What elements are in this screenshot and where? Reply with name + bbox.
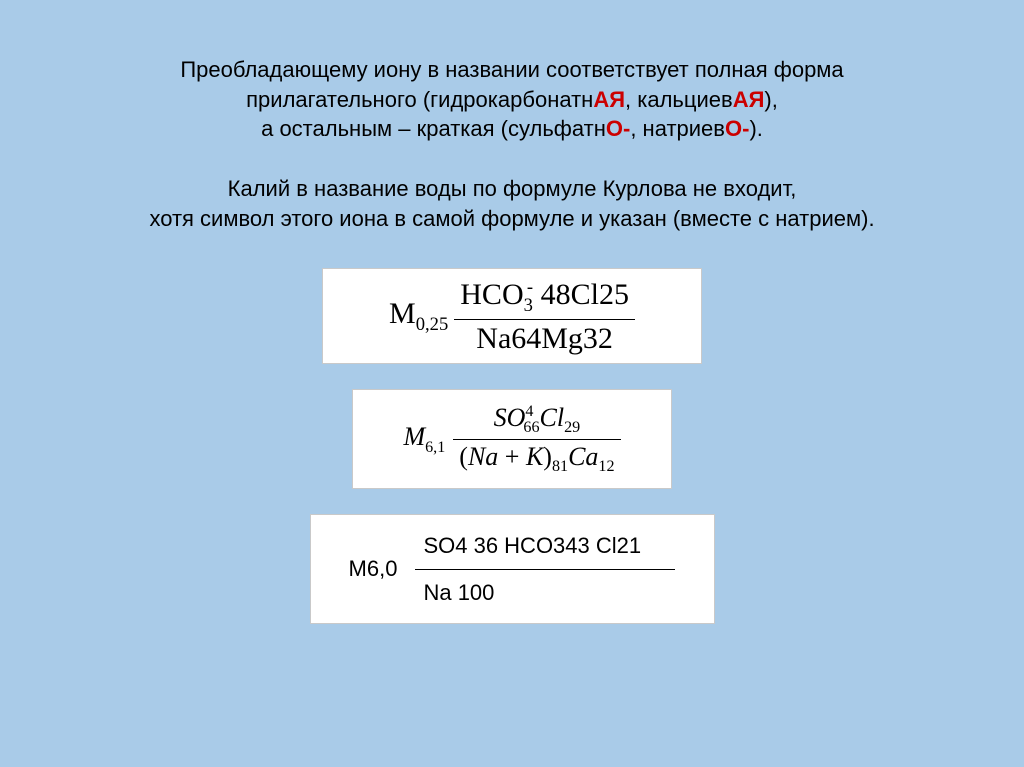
intro-paragraph-2: Калий в название воды по формуле Курлова… bbox=[0, 174, 1024, 233]
intro-line2a: прилагательного (гидрокарбонатн bbox=[246, 87, 593, 112]
f2-numerator: SO466Cl29 bbox=[453, 403, 620, 439]
f2-den-open: ( bbox=[459, 442, 468, 471]
f2-den-plus: + bbox=[498, 442, 526, 471]
f2-num-Cl: Cl bbox=[540, 403, 565, 432]
f2-M-sub: 6,1 bbox=[425, 439, 445, 456]
slide: Преобладающему иону в названии соответст… bbox=[0, 0, 1024, 767]
f1-num-sub3: 3 bbox=[524, 295, 533, 316]
f2-M: M6,1 bbox=[403, 422, 447, 456]
f2-den-close: ) bbox=[543, 442, 552, 471]
formula-box-2: M6,1 SO466Cl29 (Na + K)81Ca12 bbox=[352, 389, 672, 489]
formula-box-3: M6,0 SO4 36 HCO343 Cl21 Na 100 bbox=[310, 514, 715, 624]
intro2-line1: Калий в название воды по формуле Курлова… bbox=[228, 176, 797, 201]
f3-numerator: SO4 36 HCO343 Cl21 bbox=[415, 533, 675, 569]
intro-line2b: , кальциев bbox=[625, 87, 733, 112]
f1-M: M0,25 bbox=[389, 297, 448, 336]
f2-den-K: K bbox=[526, 442, 543, 471]
f3-denominator: Na 100 bbox=[415, 570, 675, 606]
f3-M: M6,0 bbox=[349, 556, 398, 582]
intro2-line2: хотя символ этого иона в самой формуле и… bbox=[149, 206, 874, 231]
f2-den-Na: Na bbox=[468, 442, 498, 471]
f2-num-Cl-sub: 29 bbox=[564, 419, 580, 436]
intro-highlight-3: О- bbox=[606, 116, 630, 141]
f1-M-sub: 0,25 bbox=[416, 314, 449, 335]
f2-den-Ca: Ca bbox=[568, 442, 598, 471]
f1-num-rest: 48Cl25 bbox=[533, 278, 629, 311]
f3-fraction: SO4 36 HCO343 Cl21 Na 100 bbox=[415, 533, 675, 606]
f1-M-letter: M bbox=[389, 297, 416, 330]
f2-den-Ca-sub: 12 bbox=[598, 458, 614, 475]
f1-denominator: Na64Mg32 bbox=[454, 319, 635, 356]
intro-highlight-4: О- bbox=[725, 116, 749, 141]
intro-line3a: а остальным – краткая (сульфатн bbox=[261, 116, 606, 141]
f1-num-sup-minus: - bbox=[527, 277, 533, 298]
intro-highlight-1: АЯ bbox=[593, 87, 625, 112]
f1-numerator: HCO3- 48Cl25 bbox=[454, 277, 635, 319]
intro-line3c: ). bbox=[749, 116, 762, 141]
f2-denominator: (Na + K)81Ca12 bbox=[453, 439, 620, 476]
intro-paragraph-1: Преобладающему иону в названии соответст… bbox=[0, 55, 1024, 144]
f2-num-SO: SO bbox=[494, 403, 526, 432]
intro-line3b: , натриев bbox=[630, 116, 725, 141]
f2-fraction: SO466Cl29 (Na + K)81Ca12 bbox=[453, 403, 620, 476]
formula-box-1: M0,25 HCO3- 48Cl25 Na64Mg32 bbox=[322, 268, 702, 364]
intro-highlight-2: АЯ bbox=[733, 87, 765, 112]
f1-fraction: HCO3- 48Cl25 Na64Mg32 bbox=[454, 277, 635, 356]
f2-M-letter: M bbox=[403, 422, 425, 451]
f1-num-hco: HCO bbox=[460, 278, 523, 311]
intro-line2c: ), bbox=[764, 87, 777, 112]
intro-line1: Преобладающему иону в названии соответст… bbox=[180, 57, 843, 82]
f2-den-NaK-sub: 81 bbox=[552, 458, 568, 475]
f2-num-SO-sub: 66 bbox=[523, 419, 539, 436]
f2-num-SO-sup: 4 bbox=[525, 403, 533, 420]
